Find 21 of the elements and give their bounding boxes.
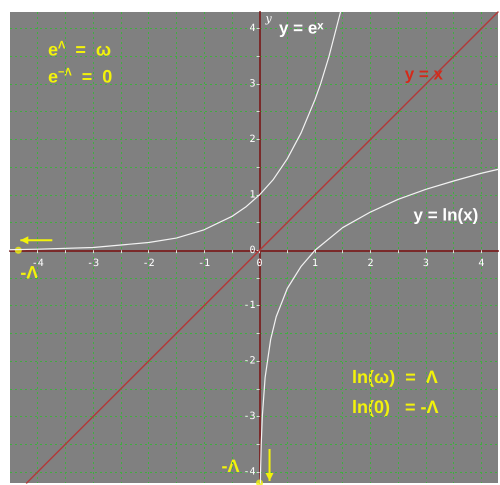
y-tick-label: -4 xyxy=(244,466,256,478)
annotation: ln(ω) = Λ xyxy=(352,367,438,387)
y-tick-label: -3 xyxy=(244,411,256,422)
annotation: -Λ xyxy=(222,456,240,476)
y-tick-label: 4 xyxy=(250,23,256,34)
x-tick-label: 2 xyxy=(367,258,374,269)
y-tick-label: 3 xyxy=(250,78,256,90)
x-tick-label: -1 xyxy=(198,258,210,269)
y-tick-label: 2 xyxy=(250,134,256,145)
y-tick-label: -1 xyxy=(244,300,256,312)
series-label: y = ln(x) xyxy=(414,205,478,224)
annotation: ln(0) = -Λ xyxy=(352,397,439,417)
series-label: y = eˣ xyxy=(278,18,324,38)
x-tick-label: 1 xyxy=(312,258,318,269)
y-axis-title: y xyxy=(264,12,273,25)
y-tick-label: 1 xyxy=(250,189,256,200)
x-tick-label: -3 xyxy=(87,258,100,269)
x-tick-label: -2 xyxy=(142,258,155,269)
y-tick-label: -2 xyxy=(244,356,256,367)
x-tick-label: 4 xyxy=(478,258,484,269)
x-tick-label: 3 xyxy=(422,258,429,269)
